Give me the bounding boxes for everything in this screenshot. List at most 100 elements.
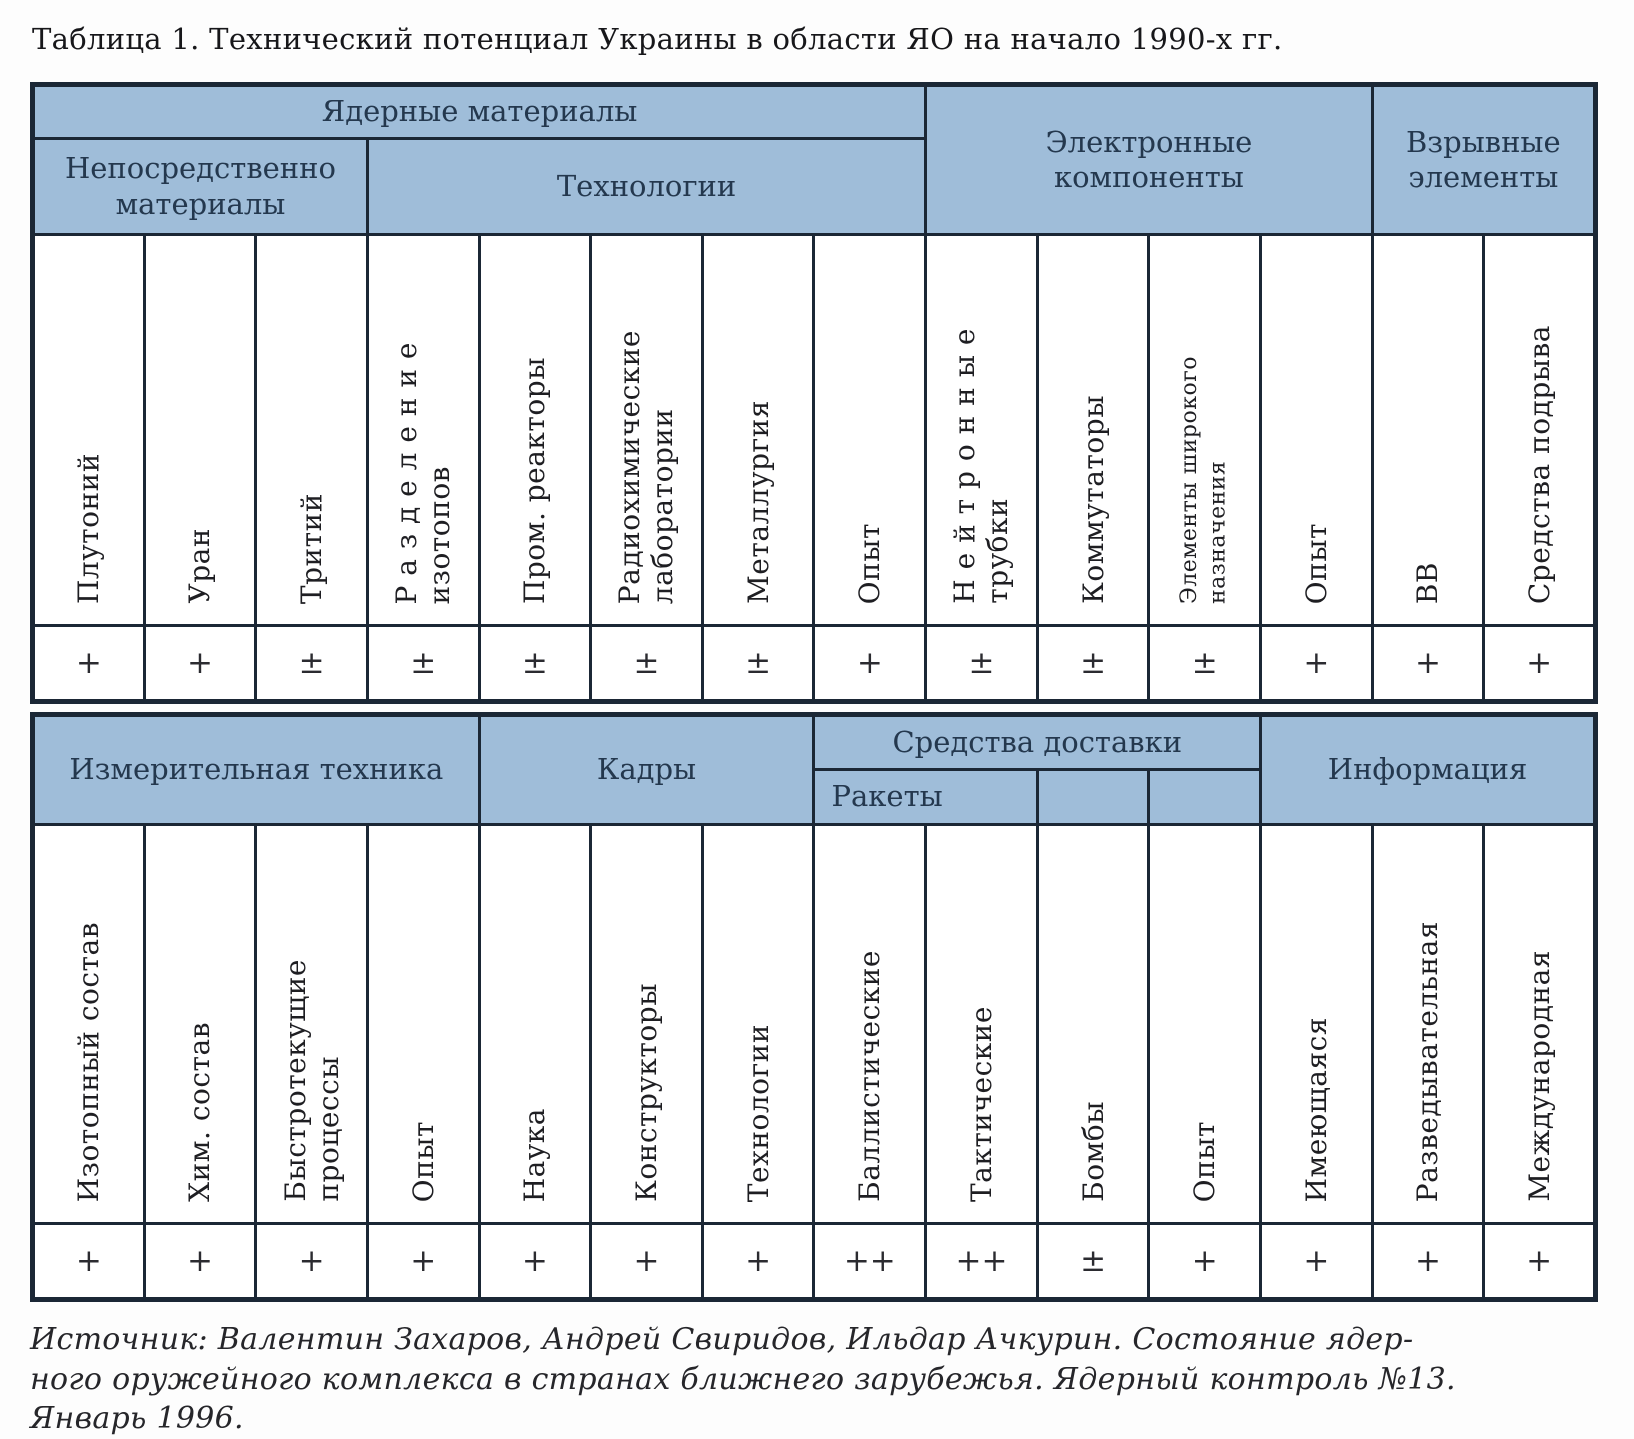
col-isotopic-composition-label: Изотопный состав bbox=[72, 921, 106, 1202]
value-fast-processes: + bbox=[254, 1222, 369, 1301]
source-note: Источник: Валентин Захаров, Андрей Свири… bbox=[30, 1322, 1456, 1437]
value-isotopic-composition: + bbox=[31, 1222, 146, 1301]
value-science: + bbox=[477, 1222, 593, 1301]
value-radiochemical-labs: ± bbox=[589, 624, 704, 703]
col-detonation-means-label: Средства подрыва bbox=[1522, 324, 1556, 604]
value-bombs: ± bbox=[1035, 1222, 1151, 1301]
col-uranium-label: Уран bbox=[183, 528, 217, 604]
value-chemical-composition: + bbox=[142, 1222, 258, 1301]
col-detonation-means: Средства подрыва bbox=[1482, 233, 1597, 627]
col-isotope-separation: Р а з д е л е н и е изотопов bbox=[365, 233, 481, 627]
col-experience-materials: Опыт bbox=[812, 233, 928, 627]
col-tritium-label: Тритий bbox=[295, 492, 329, 604]
value-technologies-personnel: + bbox=[700, 1222, 816, 1301]
col-commutators: Коммутаторы bbox=[1035, 233, 1151, 627]
col-chemical-composition: Хим. состав bbox=[142, 823, 258, 1225]
col-experience-materials-label: Опыт bbox=[853, 522, 887, 604]
subheader-empty-bombs bbox=[1035, 768, 1151, 826]
col-tactical-missiles: Тактические bbox=[924, 823, 1039, 1225]
value-isotope-separation: ± bbox=[365, 624, 481, 703]
col-technologies-personnel: Технологии bbox=[700, 823, 816, 1225]
group-header-technologies: Технологии bbox=[365, 137, 928, 236]
value-information-available: + bbox=[1259, 1222, 1374, 1301]
value-experience-electronics: + bbox=[1259, 624, 1374, 703]
value-tactical-missiles: ++ bbox=[924, 1222, 1039, 1301]
col-neutron-tubes: Н е й т р о н н ы е трубки bbox=[924, 233, 1039, 627]
col-information-available: Имеющаяся bbox=[1259, 823, 1374, 1225]
value-information-international: + bbox=[1482, 1222, 1597, 1301]
col-fast-processes: Быстротекущие процессы bbox=[254, 823, 369, 1225]
col-plutonium-label: Плутоний bbox=[72, 452, 106, 604]
col-tritium: Тритий bbox=[254, 233, 369, 627]
col-isotope-separation-label: Р а з д е л е н и е изотопов bbox=[390, 341, 457, 604]
col-experience-measuring: Опыт bbox=[365, 823, 481, 1225]
value-experience-measuring: + bbox=[365, 1222, 481, 1301]
group-header-personnel: Кадры bbox=[477, 713, 816, 826]
value-tritium: ± bbox=[254, 624, 369, 703]
col-metallurgy-label: Металлургия bbox=[741, 400, 775, 604]
col-general-purpose-elements: Элементы широкого назначения bbox=[1147, 233, 1263, 627]
table-caption: Таблица 1. Технический потенциал Украины… bbox=[32, 22, 1283, 56]
col-explosives-vv-label: ВВ bbox=[1411, 561, 1445, 604]
col-information-international-label: Международная bbox=[1522, 950, 1556, 1202]
col-science: Наука bbox=[477, 823, 593, 1225]
col-ballistic-missiles: Баллистические bbox=[812, 823, 928, 1225]
col-chemical-composition-label: Хим. состав bbox=[183, 1022, 217, 1202]
col-general-purpose-elements-label: Элементы широкого назначения bbox=[1177, 355, 1231, 604]
group-header-delivery-means: Средства доставки bbox=[812, 713, 1263, 771]
value-ballistic-missiles: ++ bbox=[812, 1222, 928, 1301]
col-metallurgy: Металлургия bbox=[700, 233, 816, 627]
value-neutron-tubes: ± bbox=[924, 624, 1039, 703]
col-information-intelligence: Разведывательная bbox=[1370, 823, 1486, 1225]
col-industrial-reactors: Пром. реакторы bbox=[477, 233, 593, 627]
value-explosives-vv: + bbox=[1370, 624, 1486, 703]
col-experience-electronics: Опыт bbox=[1259, 233, 1374, 627]
col-designers-label: Конструкторы bbox=[630, 983, 663, 1202]
col-fast-processes-label: Быстротекущие процессы bbox=[278, 959, 345, 1202]
col-technologies-personnel-label: Технологии bbox=[741, 1023, 775, 1202]
value-commutators: ± bbox=[1035, 624, 1151, 703]
col-plutonium: Плутоний bbox=[31, 233, 146, 627]
group-header-rockets: Ракеты bbox=[812, 768, 1039, 826]
col-information-international: Международная bbox=[1482, 823, 1597, 1225]
col-radiochemical-labs: Радиохимические лаборатории bbox=[589, 233, 704, 627]
value-information-intelligence: + bbox=[1370, 1222, 1486, 1301]
col-bombs-label: Бомбы bbox=[1076, 1101, 1110, 1202]
value-experience-delivery: + bbox=[1147, 1222, 1263, 1301]
subheader-empty-experience bbox=[1147, 768, 1263, 826]
col-tactical-missiles-label: Тактические bbox=[964, 1005, 998, 1202]
col-bombs: Бомбы bbox=[1035, 823, 1151, 1225]
col-industrial-reactors-label: Пром. реакторы bbox=[518, 356, 552, 604]
value-uranium: + bbox=[142, 624, 258, 703]
group-header-electronic-components: Электронные компоненты bbox=[924, 83, 1374, 236]
col-experience-electronics-label: Опыт bbox=[1299, 522, 1333, 604]
table-part2: Измерительная техника Кадры Средства дос… bbox=[30, 712, 1598, 1302]
col-experience-measuring-label: Опыт bbox=[406, 1120, 440, 1202]
group-header-measuring-equipment: Измерительная техника bbox=[31, 713, 481, 826]
tables-gap bbox=[30, 704, 1602, 712]
value-designers: + bbox=[589, 1222, 704, 1301]
col-information-available-label: Имеющаяся bbox=[1299, 1016, 1333, 1202]
table-part1: Ядерные материалы Электронные компоненты… bbox=[30, 82, 1598, 704]
col-neutron-tubes-label: Н е й т р о н н ы е трубки bbox=[948, 328, 1015, 604]
group-header-nuclear-materials: Ядерные материалы bbox=[30, 83, 928, 140]
col-radiochemical-labs-label: Радиохимические лаборатории bbox=[613, 329, 680, 604]
col-uranium: Уран bbox=[142, 233, 258, 627]
col-isotopic-composition: Изотопный состав bbox=[31, 823, 146, 1225]
col-experience-delivery: Опыт bbox=[1147, 823, 1263, 1225]
col-explosives-vv: ВВ bbox=[1370, 233, 1486, 627]
value-metallurgy: ± bbox=[700, 624, 816, 703]
col-designers: Конструкторы bbox=[589, 823, 704, 1225]
group-header-direct-materials: Непосредственно материалы bbox=[31, 137, 369, 236]
value-industrial-reactors: ± bbox=[477, 624, 593, 703]
value-experience-materials: + bbox=[812, 624, 928, 703]
col-science-label: Наука bbox=[518, 1107, 552, 1202]
value-plutonium: + bbox=[31, 624, 146, 703]
col-ballistic-missiles-label: Баллистические bbox=[853, 950, 887, 1202]
col-experience-delivery-label: Опыт bbox=[1188, 1120, 1222, 1202]
col-information-intelligence-label: Разведывательная bbox=[1411, 920, 1445, 1202]
group-header-explosive-elements: Взрывные элементы bbox=[1370, 83, 1598, 236]
col-commutators-label: Коммутаторы bbox=[1076, 395, 1110, 604]
value-detonation-means: + bbox=[1482, 624, 1597, 703]
